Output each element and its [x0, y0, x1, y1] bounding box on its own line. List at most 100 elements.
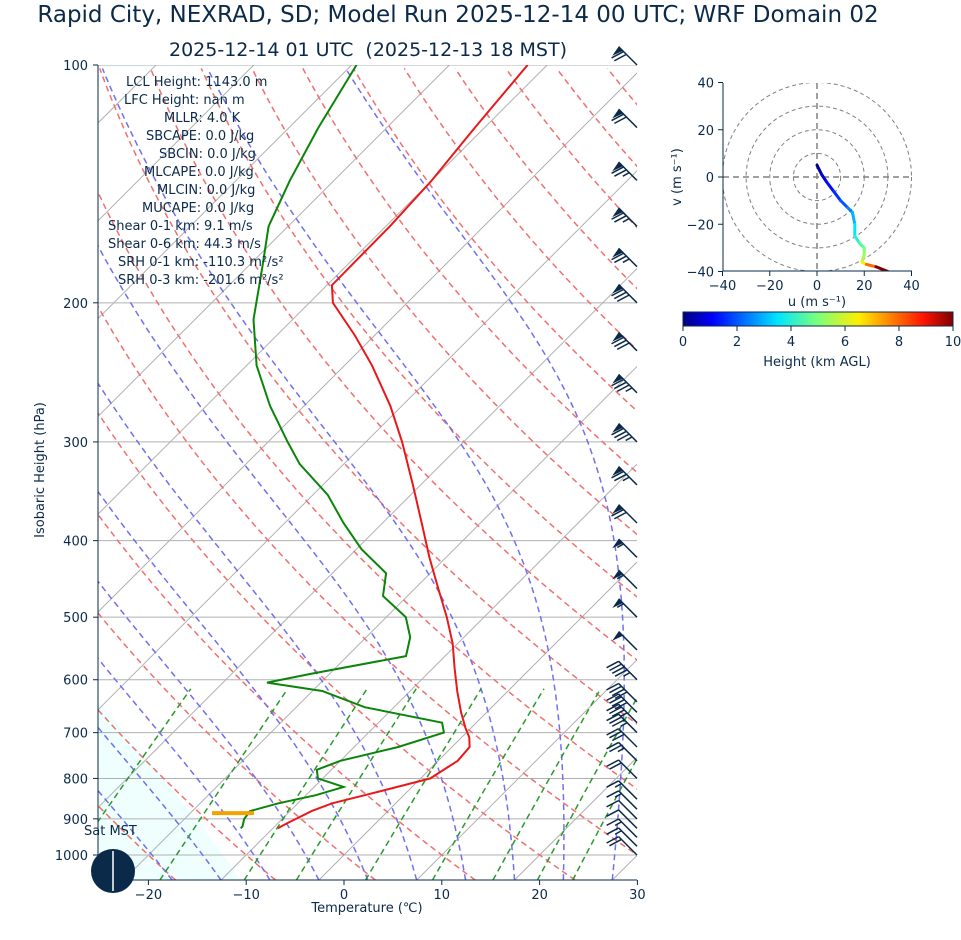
- colorbar-tick: 6: [841, 335, 849, 350]
- wind-barb: [611, 570, 637, 596]
- y-tick-label: 700: [63, 727, 88, 742]
- colorbar-tick: 8: [895, 335, 903, 350]
- hodograph-x-tick: 0: [813, 279, 821, 294]
- y-tick-label: 300: [63, 436, 88, 451]
- hodograph-x-tick: 40: [903, 279, 920, 294]
- sounding-parameter: SBCAPE: 0.0 J/kg: [146, 129, 254, 144]
- hodograph-segment: [852, 212, 854, 224]
- dry-adiabat: [0, 68, 176, 880]
- isotherm: [319, 65, 961, 880]
- dry-adiabat: [354, 68, 961, 880]
- wind-barb: [609, 208, 637, 236]
- wind-barb: [609, 505, 637, 533]
- wind-barb: [607, 658, 637, 688]
- sounding-parameter: Shear 0-6 km: 44.3 m/s: [108, 237, 261, 252]
- hodograph-segment: [826, 182, 833, 191]
- hodograph-y-tick: 40: [697, 77, 714, 92]
- sounding-parameter: SRH 0-3 km: -201.6 m²/s²: [118, 273, 284, 288]
- colorbar-tick: 4: [787, 335, 795, 350]
- hodograph-x-tick: −40: [709, 279, 736, 294]
- mixing-ratio-line: [493, 689, 601, 880]
- hodograph-segment: [834, 191, 841, 200]
- wind-barb: [609, 109, 637, 137]
- wind-barb: [609, 284, 637, 312]
- isotherm: [25, 65, 840, 880]
- dry-adiabat: [0, 68, 575, 880]
- dry-adiabat: [201, 68, 961, 880]
- day-night-icon: [91, 849, 135, 893]
- y-axis-label: Isobaric Height (hPa): [33, 402, 48, 538]
- dry-adiabat: [151, 68, 961, 880]
- mixing-ratio-line: [433, 689, 545, 880]
- moist-adiabats: [0, 68, 624, 880]
- y-tick-label: 200: [63, 297, 88, 312]
- hodograph-x-tick: −20: [756, 279, 783, 294]
- wind-barb: [609, 467, 637, 495]
- sounding-parameter: SBCIN: 0.0 J/kg: [159, 147, 256, 162]
- sounding-parameter: MLCIN: 0.0 J/kg: [157, 183, 255, 198]
- hodograph-segment: [841, 201, 848, 208]
- colorbar-tick: 2: [733, 335, 741, 350]
- wind-barb: [609, 332, 637, 360]
- wind-barb: [609, 248, 637, 276]
- mixing-ratio-line: [244, 689, 367, 880]
- y-tick-label: 100: [63, 59, 88, 74]
- hodograph-y-tick: 20: [697, 124, 714, 139]
- isotherm: [710, 65, 961, 880]
- dry-adiabat: [303, 68, 961, 880]
- unstable-area-fill: [0, 65, 545, 880]
- dry-adiabat: [861, 68, 961, 880]
- wind-barb: [611, 539, 637, 565]
- y-tick-label: 800: [63, 772, 88, 787]
- hodograph-y-tick: −20: [687, 218, 714, 233]
- dry-adiabat: [658, 68, 961, 880]
- isotherm: [0, 65, 547, 880]
- x-tick-label: 20: [531, 888, 548, 903]
- hodograph-x-tick: 20: [856, 279, 873, 294]
- moist-adiabat: [0, 68, 172, 880]
- wind-barbs: [607, 47, 637, 865]
- moist-adiabat: [346, 68, 625, 880]
- sounding-parameter: MLCAPE: 0.0 J/kg: [144, 165, 254, 180]
- y-tick-label: 1000: [55, 849, 88, 864]
- x-tick-label: −10: [232, 888, 259, 903]
- colorbar-tick: 10: [945, 335, 961, 350]
- dry-adiabat: [506, 68, 961, 880]
- sounding-parameter: Shear 0-1 km: 9.1 m/s: [108, 219, 253, 234]
- day-label: Sat MST: [84, 824, 137, 839]
- isotherm: [221, 65, 961, 880]
- x-tick-label: 10: [434, 888, 451, 903]
- wind-barb: [609, 162, 637, 190]
- colorbar-tick: 0: [679, 335, 687, 350]
- dry-adiabat: [760, 68, 961, 880]
- isotherm: [417, 65, 961, 880]
- dry-adiabat: [455, 68, 961, 880]
- hodograph-y-tick: 0: [706, 171, 714, 186]
- isotherm: [514, 65, 961, 880]
- dry-adiabat: [709, 68, 961, 880]
- x-tick-label: 30: [629, 888, 646, 903]
- isotherm: [0, 65, 58, 880]
- dry-adiabat: [252, 68, 961, 880]
- y-tick-label: 400: [63, 535, 88, 550]
- y-tick-label: 600: [63, 674, 88, 689]
- chart-title: Rapid City, NEXRAD, SD; Model Run 2025-1…: [37, 2, 878, 28]
- mixing-ratio-line: [537, 689, 642, 880]
- sounding-parameter: LFC Height: nan m: [124, 93, 245, 108]
- sounding-parameter: MUCAPE: 0.0 J/kg: [142, 201, 254, 216]
- x-axis-label: Temperature (℃): [310, 901, 422, 916]
- mixing-ratio-line: [160, 689, 288, 880]
- sounding-parameter: LCL Height: 1143.0 m: [126, 75, 267, 90]
- wind-barb: [609, 424, 637, 452]
- chart-subtitle: 2025-12-14 01 UTC (2025-12-13 18 MST): [169, 39, 567, 61]
- hodograph-y-tick: −40: [687, 266, 714, 281]
- moist-adiabat: [208, 68, 564, 880]
- hodograph-y-label: v (m s⁻¹): [670, 148, 685, 206]
- cape-shading: [0, 65, 545, 880]
- x-tick-label: −20: [135, 888, 162, 903]
